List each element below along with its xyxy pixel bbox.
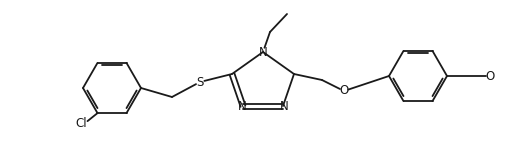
Text: S: S — [196, 75, 204, 88]
Text: O: O — [339, 85, 349, 98]
Text: N: N — [280, 100, 288, 113]
Text: N: N — [259, 46, 268, 59]
Text: O: O — [485, 69, 494, 82]
Text: Cl: Cl — [76, 117, 87, 130]
Text: N: N — [238, 100, 246, 113]
